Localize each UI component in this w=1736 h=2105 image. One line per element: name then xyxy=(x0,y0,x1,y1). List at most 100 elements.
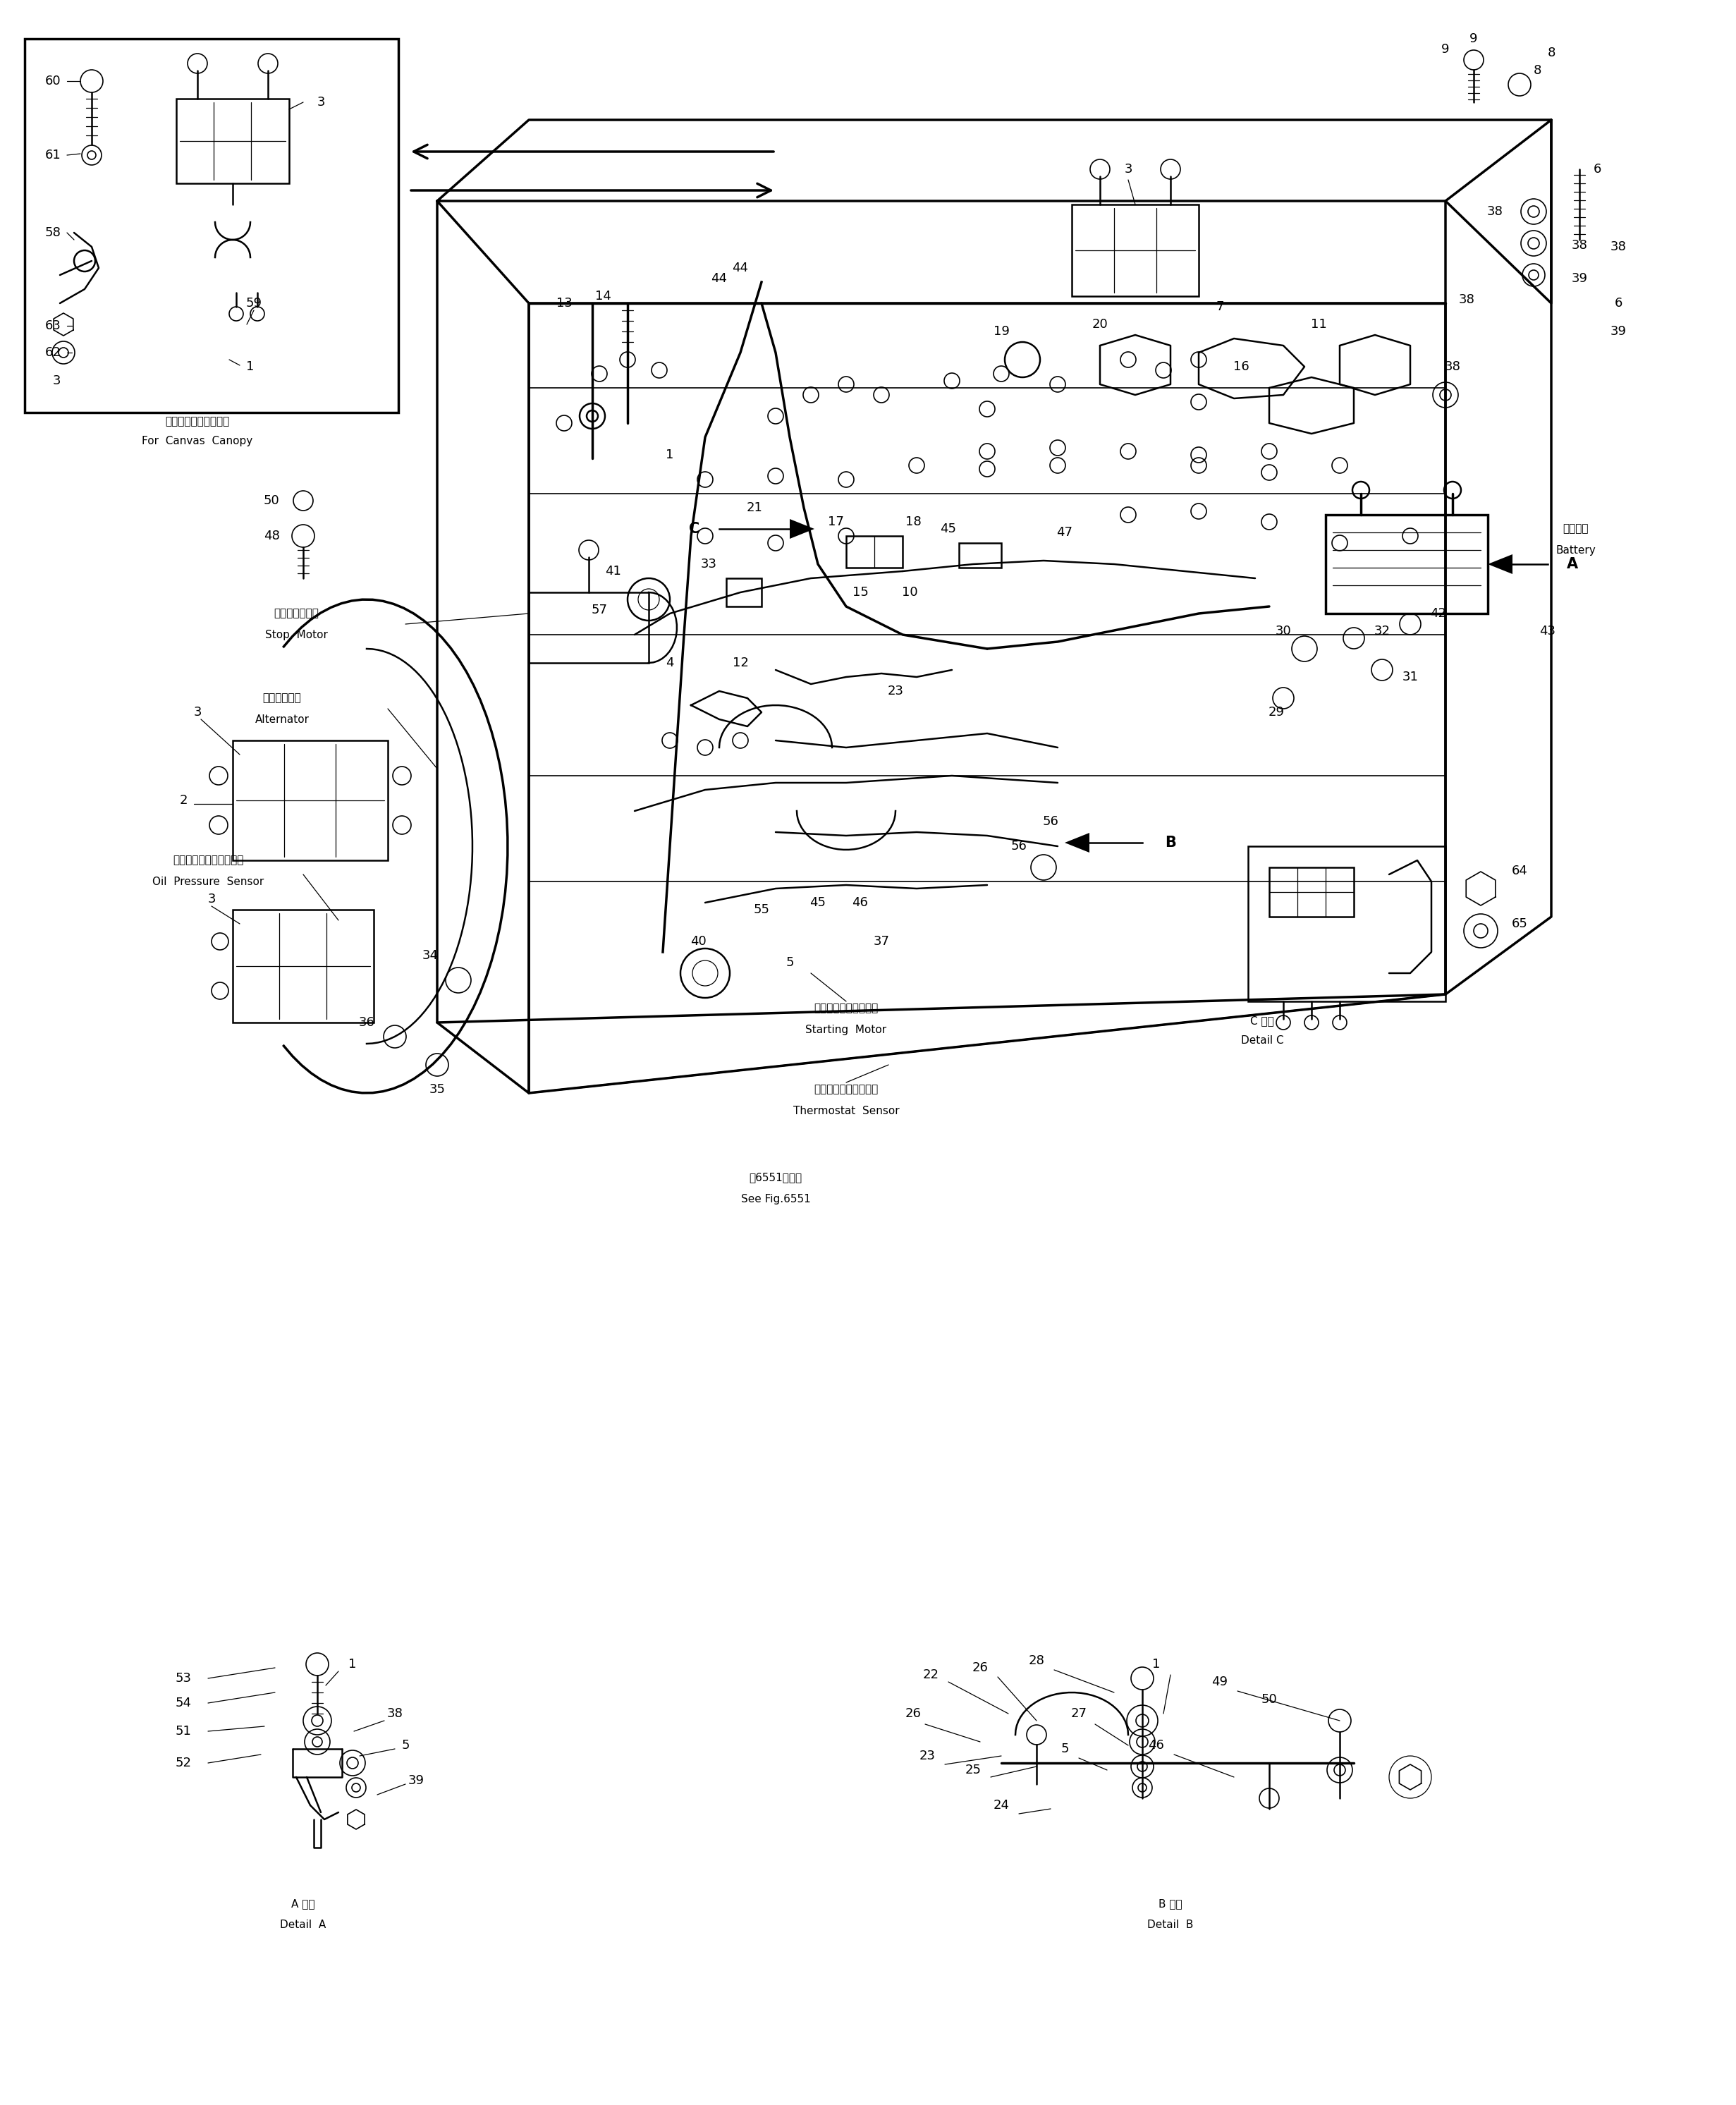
Text: 59: 59 xyxy=(247,297,262,309)
Text: 8: 8 xyxy=(1533,63,1542,78)
Text: 36: 36 xyxy=(359,1017,375,1029)
Bar xyxy=(726,579,762,606)
Text: 62: 62 xyxy=(45,345,61,360)
Text: 45: 45 xyxy=(809,897,826,909)
Text: 49: 49 xyxy=(1212,1676,1227,1688)
Text: 24: 24 xyxy=(993,1800,1009,1812)
Bar xyxy=(845,537,903,568)
Bar xyxy=(958,543,1002,568)
Text: 16: 16 xyxy=(1233,360,1248,373)
Text: 40: 40 xyxy=(689,935,707,947)
Text: 3: 3 xyxy=(52,375,61,387)
Text: 20: 20 xyxy=(1092,318,1108,330)
Text: 19: 19 xyxy=(993,324,1009,337)
Text: ストップモータ: ストップモータ xyxy=(274,608,319,619)
Text: 5: 5 xyxy=(1061,1743,1069,1756)
Text: 44: 44 xyxy=(712,272,727,284)
Text: 45: 45 xyxy=(941,522,957,535)
Text: Battery: Battery xyxy=(1555,545,1595,556)
Text: バッテリ: バッテリ xyxy=(1562,524,1588,535)
Text: 12: 12 xyxy=(733,657,748,669)
Text: 48: 48 xyxy=(264,530,279,543)
Bar xyxy=(1326,516,1488,613)
Text: 33: 33 xyxy=(701,558,717,570)
Text: 26: 26 xyxy=(904,1707,922,1720)
Text: 53: 53 xyxy=(175,1671,191,1684)
Text: 38: 38 xyxy=(1486,204,1503,219)
Text: 1: 1 xyxy=(247,360,255,373)
Text: For  Canvas  Canopy: For Canvas Canopy xyxy=(142,436,253,446)
Text: 27: 27 xyxy=(1071,1707,1087,1720)
Text: 30: 30 xyxy=(1276,625,1292,638)
Text: 51: 51 xyxy=(175,1724,191,1737)
Text: 7: 7 xyxy=(1215,301,1224,314)
Text: 34: 34 xyxy=(422,949,437,962)
Bar xyxy=(1269,867,1354,918)
Text: 38: 38 xyxy=(1458,293,1474,305)
Bar xyxy=(1248,846,1446,1002)
Text: 41: 41 xyxy=(606,564,621,577)
Text: 3: 3 xyxy=(1125,162,1132,175)
Text: 17: 17 xyxy=(828,516,844,528)
Text: 1: 1 xyxy=(1153,1659,1160,1671)
Text: 2: 2 xyxy=(179,794,187,806)
Text: 22: 22 xyxy=(922,1669,939,1682)
Text: B: B xyxy=(1165,836,1175,850)
Text: 13: 13 xyxy=(556,297,573,309)
Text: 42: 42 xyxy=(1430,606,1446,619)
Text: C 詳細: C 詳細 xyxy=(1250,1017,1274,1027)
Text: 3: 3 xyxy=(316,97,325,109)
Text: 65: 65 xyxy=(1512,918,1528,930)
Text: 9: 9 xyxy=(1470,32,1477,44)
Text: 50: 50 xyxy=(1260,1692,1278,1705)
Text: 38: 38 xyxy=(1611,240,1627,253)
Text: Detail C: Detail C xyxy=(1241,1036,1283,1046)
Text: 46: 46 xyxy=(1147,1739,1165,1751)
Text: See Fig.6551: See Fig.6551 xyxy=(741,1194,811,1204)
Text: 55: 55 xyxy=(753,903,769,916)
Text: 3: 3 xyxy=(208,893,215,905)
Text: B 詳細: B 詳細 xyxy=(1158,1899,1182,1909)
Text: 第6551図参照: 第6551図参照 xyxy=(750,1172,802,1183)
Text: 39: 39 xyxy=(408,1775,424,1787)
Text: 38: 38 xyxy=(1571,240,1587,253)
Text: サーモスタットセンサ: サーモスタットセンサ xyxy=(814,1084,878,1095)
Text: A: A xyxy=(1566,558,1578,570)
Text: 29: 29 xyxy=(1269,705,1285,718)
Text: 1: 1 xyxy=(349,1659,356,1671)
Text: 54: 54 xyxy=(175,1697,191,1709)
Text: 47: 47 xyxy=(1057,526,1073,539)
Text: 37: 37 xyxy=(873,935,889,947)
Text: 35: 35 xyxy=(429,1084,444,1097)
Text: 39: 39 xyxy=(1571,272,1588,284)
Text: 38: 38 xyxy=(387,1707,403,1720)
Text: 15: 15 xyxy=(852,585,868,598)
Polygon shape xyxy=(1064,834,1090,853)
Text: 1: 1 xyxy=(667,448,674,461)
Text: Detail  A: Detail A xyxy=(279,1920,326,1930)
Text: 10: 10 xyxy=(901,585,918,598)
Text: 57: 57 xyxy=(592,604,608,617)
Bar xyxy=(177,99,290,183)
Bar xyxy=(233,741,387,861)
Polygon shape xyxy=(1488,554,1512,575)
Text: 50: 50 xyxy=(264,495,279,507)
Text: 23: 23 xyxy=(887,684,904,697)
Text: 28: 28 xyxy=(1028,1655,1045,1667)
Text: Oil  Pressure  Sensor: Oil Pressure Sensor xyxy=(153,876,264,886)
Text: 56: 56 xyxy=(1043,815,1059,827)
Text: Alternator: Alternator xyxy=(255,714,309,724)
Text: 32: 32 xyxy=(1373,625,1391,638)
Text: 39: 39 xyxy=(1609,324,1627,337)
Text: 6: 6 xyxy=(1594,162,1601,175)
Text: 43: 43 xyxy=(1540,625,1555,638)
Text: Detail  B: Detail B xyxy=(1147,1920,1194,1930)
Bar xyxy=(233,909,373,1023)
Text: 3: 3 xyxy=(193,705,201,718)
Text: キャンバスキャノピ用: キャンバスキャノピ用 xyxy=(165,417,229,427)
Text: Starting  Motor: Starting Motor xyxy=(806,1025,887,1036)
Text: 60: 60 xyxy=(45,76,61,88)
Text: Stop  Motor: Stop Motor xyxy=(266,629,328,640)
Text: スターティングモータ: スターティングモータ xyxy=(814,1004,878,1015)
Text: 18: 18 xyxy=(904,516,922,528)
